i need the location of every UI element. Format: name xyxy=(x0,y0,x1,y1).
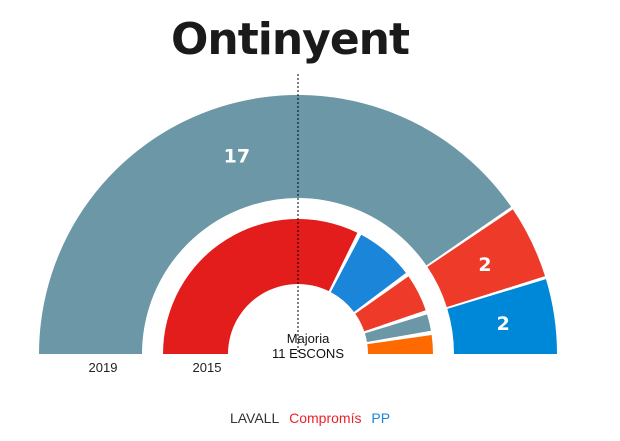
ring-2015 xyxy=(163,219,433,354)
segment-2019-compromis-0 xyxy=(39,94,512,354)
segment-2015-lavall-2 xyxy=(355,276,426,332)
legend-item-pp: PP xyxy=(371,410,391,426)
seat-label-2019-compromis: 17 xyxy=(224,146,250,168)
seat-label-2019-pp: 2 xyxy=(497,313,510,335)
segment-2019-lavall-1 xyxy=(427,209,546,308)
chart-title: Ontinyent xyxy=(171,14,410,65)
segment-2015-other-3 xyxy=(364,314,431,342)
majority-seats-label: 11 ESCONS xyxy=(272,346,344,361)
segment-2015-pp-1 xyxy=(330,234,406,312)
majority-label: Majoria xyxy=(287,331,330,346)
segment-2019-pp-2 xyxy=(447,279,557,354)
year-label-2015: 2015 xyxy=(193,360,222,375)
legend: LAVALL Compromís PP xyxy=(0,410,620,426)
segment-2015-compromis-0 xyxy=(163,219,358,354)
seat-label-2019-lavall: 2 xyxy=(478,254,491,276)
legend-item-lavall: LAVALL xyxy=(229,410,280,426)
year-label-2019: 2019 xyxy=(89,360,118,375)
legend-item-compromis: Compromís xyxy=(289,410,362,426)
segment-2015-other-4 xyxy=(367,335,433,354)
